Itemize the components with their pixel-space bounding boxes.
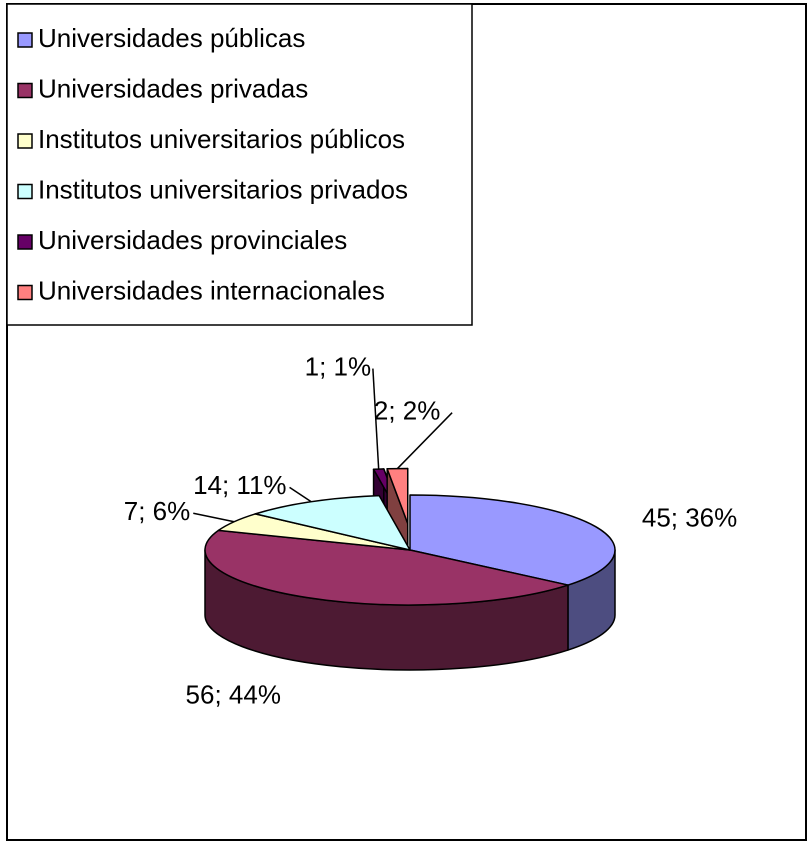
- legend-swatch: [17, 183, 33, 200]
- legend: Universidades públicas Universidades priv…: [6, 3, 473, 326]
- legend-label: Universidades privadas: [38, 73, 308, 103]
- data-label: 1; 1%: [305, 351, 372, 381]
- legend-swatch: [17, 133, 33, 149]
- legend-swatch: [17, 284, 33, 301]
- slice: [409, 494, 616, 586]
- legend-box: [6, 3, 473, 326]
- legend-label: Universidades provinciales: [38, 225, 347, 255]
- legend-label: Institutos universitarios públicos: [38, 124, 405, 154]
- data-label: 2; 2%: [374, 396, 441, 426]
- legend-swatch: [17, 32, 33, 48]
- data-label: 14; 11%: [193, 470, 286, 500]
- leader-line: [193, 512, 235, 523]
- slice: [204, 529, 569, 606]
- data-label: 56; 44%: [186, 680, 281, 710]
- slice: [254, 494, 411, 551]
- legend-swatch: [17, 234, 33, 250]
- legend-label: Universidades públicas: [38, 23, 305, 53]
- pie: 45; 36% 56; 44% 7; 6%14; 11% 1; 1%2; 2%: [124, 351, 738, 709]
- data-label: 7; 6%: [124, 496, 191, 526]
- legend-label: Institutos universitarios privados: [38, 174, 408, 204]
- legend-label: Universidades internacionales: [38, 275, 385, 305]
- data-label: 45; 36%: [642, 502, 737, 532]
- legend-swatch: [17, 82, 33, 99]
- leader-line: [396, 412, 453, 470]
- leader-line: [289, 486, 312, 503]
- leader-line: [372, 368, 380, 470]
